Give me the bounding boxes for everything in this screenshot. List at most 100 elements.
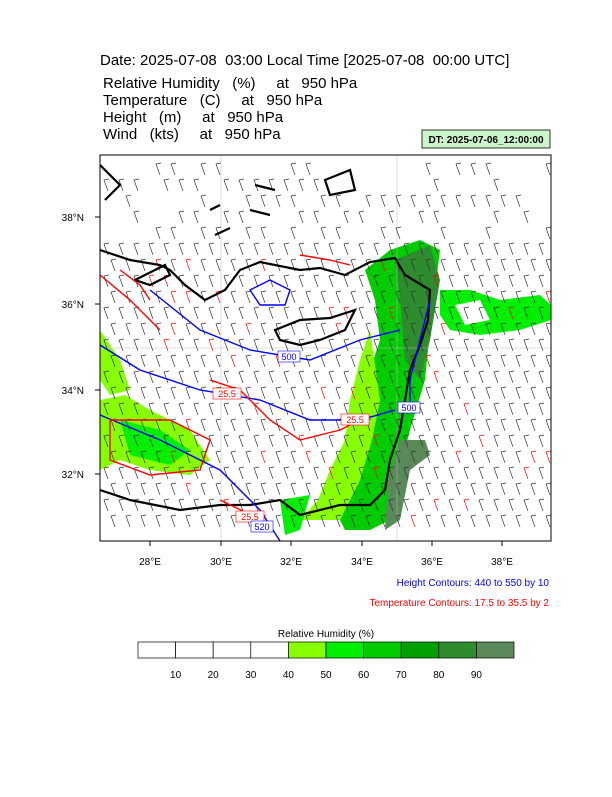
wind-barb bbox=[215, 418, 222, 432]
wind-barb bbox=[118, 274, 125, 288]
wind-barb bbox=[343, 306, 350, 320]
wind-barb bbox=[298, 466, 305, 480]
wind-barb bbox=[148, 402, 155, 416]
wind-barb bbox=[170, 450, 177, 464]
header-line: Wind (kts) at 950 hPa bbox=[103, 126, 281, 143]
wind-barb bbox=[103, 434, 110, 448]
wind-barb bbox=[418, 434, 425, 448]
wind-barb bbox=[305, 450, 312, 464]
wind-barb bbox=[163, 466, 170, 480]
wind-barb bbox=[125, 514, 132, 528]
wind-barb bbox=[373, 466, 380, 480]
wind-barb bbox=[215, 290, 222, 304]
wind-barb bbox=[215, 162, 222, 176]
wind-barb bbox=[290, 450, 297, 464]
wind-barb bbox=[320, 482, 327, 496]
wind-barb bbox=[358, 242, 365, 256]
wind-barb bbox=[155, 514, 162, 528]
wind-barb bbox=[245, 450, 252, 464]
lon-label: 34°E bbox=[351, 557, 373, 568]
wind-barb bbox=[500, 322, 507, 336]
temperature-contour bbox=[100, 269, 161, 331]
wind-barb bbox=[545, 386, 551, 400]
dt-label: DT: 2025-07-06_12:00:00 bbox=[428, 135, 544, 146]
wind-barb bbox=[485, 194, 492, 208]
wind-barb bbox=[455, 514, 462, 528]
wind-barb bbox=[418, 466, 425, 480]
wind-barb bbox=[418, 306, 425, 320]
wind-barb bbox=[470, 418, 477, 432]
wind-barb bbox=[485, 386, 492, 400]
wind-barb bbox=[425, 258, 432, 272]
wind-barb bbox=[200, 194, 207, 208]
wind-barb bbox=[230, 418, 237, 432]
wind-barb bbox=[223, 178, 230, 192]
wind-barb bbox=[230, 258, 237, 272]
wind-barb bbox=[388, 274, 395, 288]
wind-barb bbox=[245, 386, 252, 400]
wind-barb bbox=[373, 306, 380, 320]
wind-barb bbox=[305, 162, 312, 176]
wind-barb bbox=[365, 354, 372, 368]
wind-barb bbox=[448, 370, 455, 384]
wind-barb bbox=[290, 482, 297, 496]
wind-barb bbox=[178, 242, 185, 256]
humidity-region bbox=[100, 330, 130, 395]
wind-barb bbox=[238, 434, 245, 448]
wind-barb bbox=[545, 322, 551, 336]
wind-barb bbox=[193, 338, 200, 352]
wind-barb bbox=[448, 306, 455, 320]
wind-barb bbox=[545, 514, 551, 528]
wind-barb bbox=[290, 290, 297, 304]
wind-barb bbox=[463, 498, 470, 512]
wind-barb bbox=[388, 434, 395, 448]
wind-barb bbox=[358, 466, 365, 480]
wind-barb bbox=[440, 290, 447, 304]
wind-barb bbox=[508, 498, 515, 512]
wind-barb bbox=[290, 514, 297, 528]
wind-barb bbox=[260, 322, 267, 336]
wind-barb bbox=[373, 370, 380, 384]
wind-barb bbox=[455, 194, 462, 208]
colorbar-label: 90 bbox=[471, 670, 483, 681]
wind-barb bbox=[328, 434, 335, 448]
wind-barb bbox=[215, 226, 222, 240]
wind-barb bbox=[110, 322, 117, 336]
wind-barb bbox=[170, 386, 177, 400]
wind-barb bbox=[440, 258, 447, 272]
wind-barb bbox=[178, 370, 185, 384]
wind-barb bbox=[148, 338, 155, 352]
wind-barb bbox=[103, 178, 110, 192]
wind-barb bbox=[215, 450, 222, 464]
wind-barb bbox=[343, 402, 350, 416]
wind-barb bbox=[155, 354, 162, 368]
ticks bbox=[95, 216, 503, 546]
wind-barb bbox=[350, 354, 357, 368]
wind-barb bbox=[530, 354, 537, 368]
wind-barb bbox=[410, 194, 417, 208]
wind-barb bbox=[253, 242, 260, 256]
contour-label: 500 bbox=[401, 403, 416, 413]
wind-barb bbox=[500, 258, 507, 272]
wind-barb bbox=[223, 274, 230, 288]
wind-barb bbox=[485, 226, 492, 240]
wind-barb bbox=[118, 498, 125, 512]
wind-barb bbox=[283, 274, 290, 288]
wind-barb bbox=[313, 178, 320, 192]
wind-barb bbox=[485, 514, 492, 528]
wind-barb bbox=[523, 306, 530, 320]
wind-barb bbox=[343, 274, 350, 288]
wind-barb bbox=[380, 194, 387, 208]
wind-barb bbox=[493, 338, 500, 352]
colorbar-box bbox=[438, 641, 477, 659]
wind-barb bbox=[305, 322, 312, 336]
colorbar-label: 30 bbox=[245, 670, 257, 681]
wind-barb bbox=[290, 418, 297, 432]
lat-label: 38°N bbox=[62, 213, 84, 224]
wind-barb bbox=[208, 370, 215, 384]
wind-barb bbox=[140, 354, 147, 368]
wind-barb bbox=[170, 514, 177, 528]
lon-labels: 28°E 30°E 32°E 34°E 36°E 38°E bbox=[139, 557, 513, 568]
wind-barb bbox=[133, 178, 140, 192]
